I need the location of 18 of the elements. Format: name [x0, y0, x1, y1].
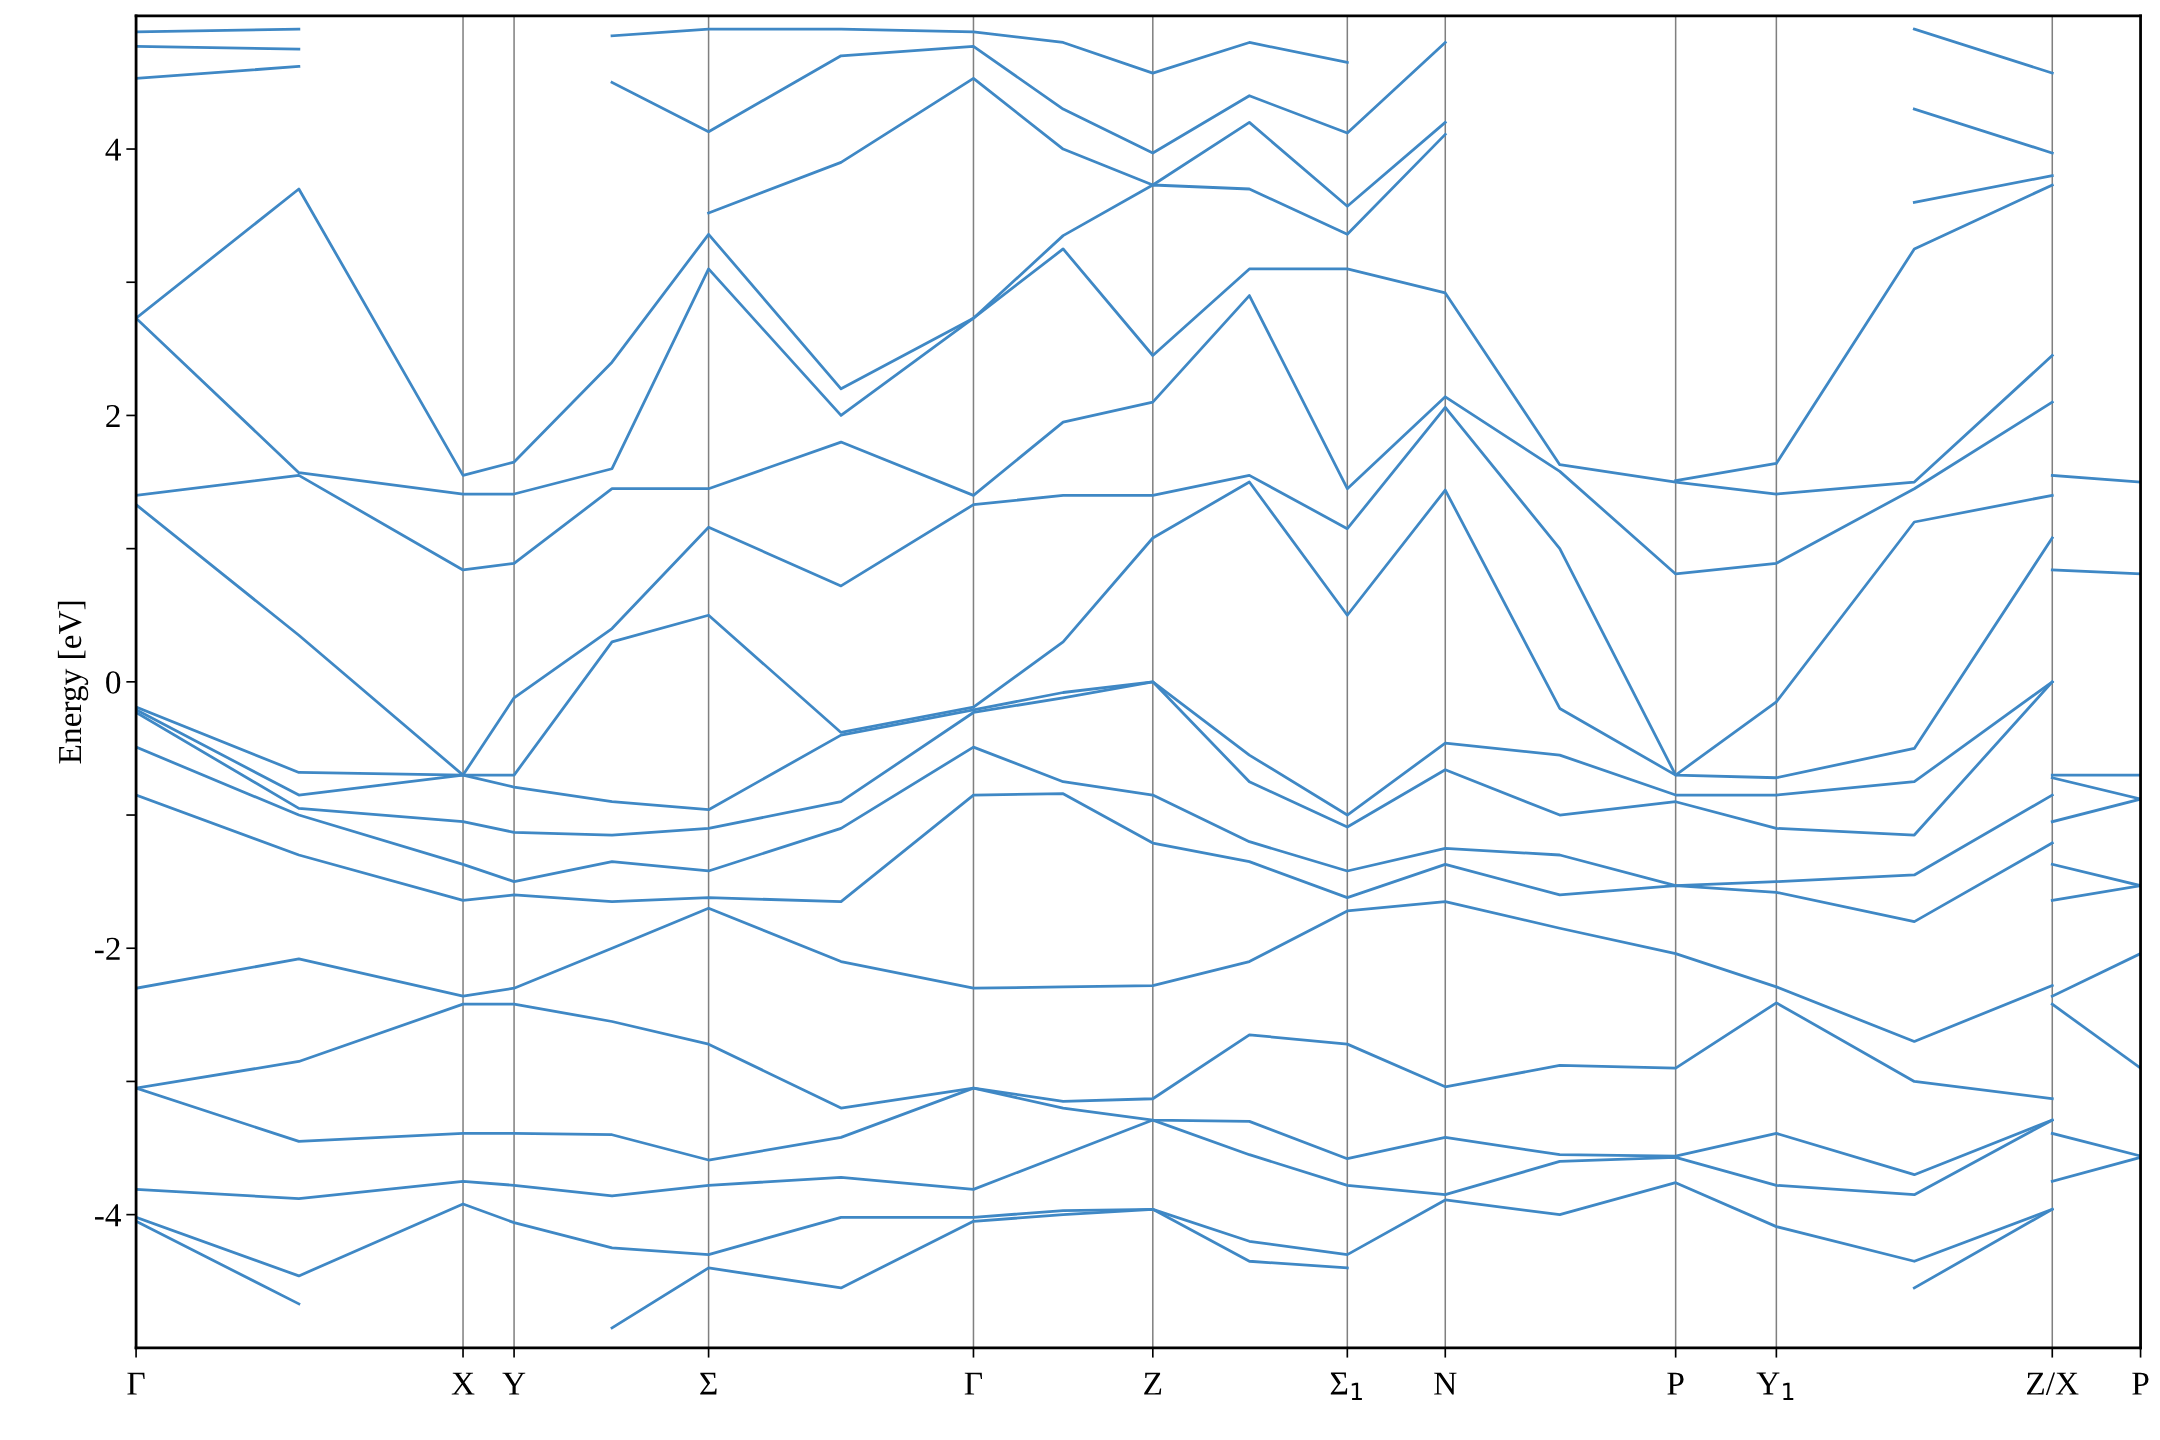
y-tick-label: 0: [106, 671, 121, 694]
y-tick-label: 2: [106, 404, 120, 428]
y-tick-label: 4: [105, 138, 121, 161]
x-tick-label: X: [451, 1372, 475, 1395]
x-tick-label: P: [2132, 1372, 2149, 1395]
x-tick-label: Z/X: [2027, 1372, 2079, 1395]
x-tick-label: Σ$_{1}$: [1330, 1372, 1362, 1400]
y-tick-label: -2: [94, 937, 120, 960]
x-tick-label: Γ: [127, 1372, 145, 1395]
x-tick-label: Y: [502, 1372, 526, 1395]
y-tick-label: -4: [94, 1204, 121, 1227]
x-tick-label: Z: [1144, 1372, 1162, 1395]
x-tick-label: Σ: [700, 1372, 717, 1395]
x-tick-label: Y$_{1}$: [1756, 1372, 1794, 1400]
x-tick-label: Γ: [964, 1372, 983, 1395]
y-axis-title: Energy [eV]: [57, 601, 89, 764]
x-tick-label: N: [1434, 1372, 1457, 1395]
x-tick-label: P: [1667, 1372, 1684, 1395]
